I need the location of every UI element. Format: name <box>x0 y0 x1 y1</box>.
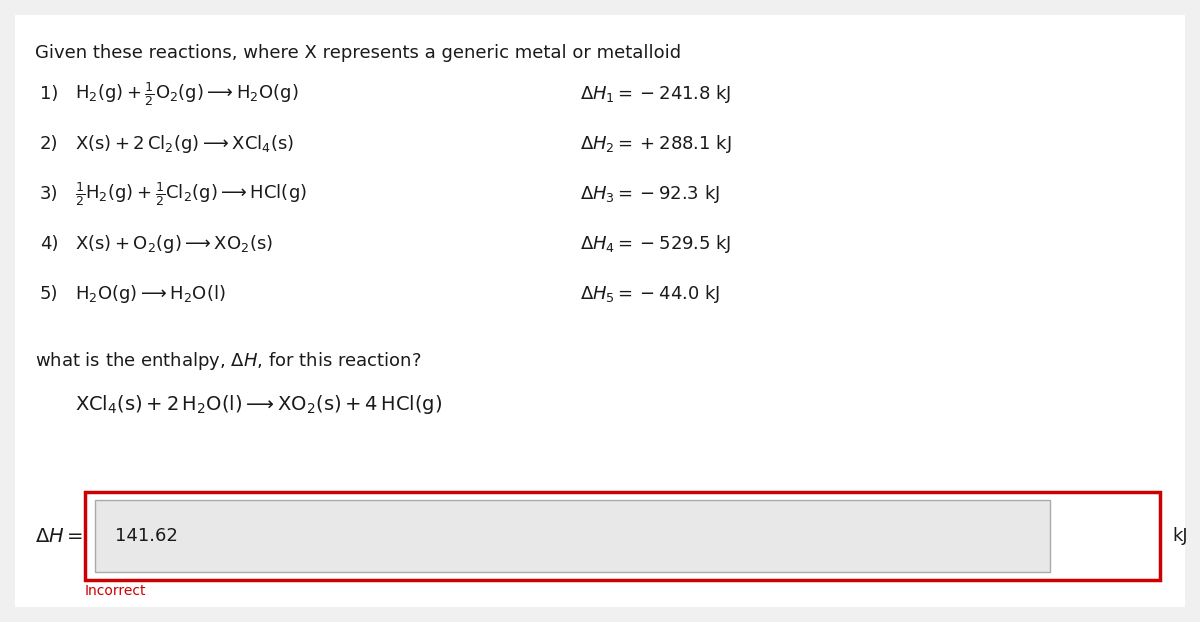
Text: 1): 1) <box>40 85 59 103</box>
Text: $\mathrm{X(s) + 2\,Cl_2(g) \longrightarrow XCl_4(s)}$: $\mathrm{X(s) + 2\,Cl_2(g) \longrightarr… <box>74 133 294 155</box>
Text: 5): 5) <box>40 285 59 303</box>
Text: 4): 4) <box>40 235 59 253</box>
FancyBboxPatch shape <box>85 492 1160 580</box>
FancyBboxPatch shape <box>14 15 1186 607</box>
FancyBboxPatch shape <box>95 500 1050 572</box>
Text: $\Delta H_4 = -529.5\ \mathrm{kJ}$: $\Delta H_4 = -529.5\ \mathrm{kJ}$ <box>580 233 732 255</box>
Text: $\Delta H_2 = +288.1\ \mathrm{kJ}$: $\Delta H_2 = +288.1\ \mathrm{kJ}$ <box>580 133 732 155</box>
Text: $\mathrm{XCl_4(s) + 2\,H_2O(l) \longrightarrow XO_2(s) + 4\,HCl(g)}$: $\mathrm{XCl_4(s) + 2\,H_2O(l) \longrigh… <box>74 392 442 415</box>
Text: $\Delta H_5 = -44.0\ \mathrm{kJ}$: $\Delta H_5 = -44.0\ \mathrm{kJ}$ <box>580 283 720 305</box>
Text: $\Delta H =$: $\Delta H =$ <box>35 526 83 545</box>
Text: $\Delta H_3 = -92.3\ \mathrm{kJ}$: $\Delta H_3 = -92.3\ \mathrm{kJ}$ <box>580 183 720 205</box>
Text: $\mathrm{H_2(g) + \frac{1}{2}O_2(g) \longrightarrow H_2O(g)}$: $\mathrm{H_2(g) + \frac{1}{2}O_2(g) \lon… <box>74 80 299 108</box>
Text: 2): 2) <box>40 135 59 153</box>
Text: 141.62: 141.62 <box>115 527 178 545</box>
Text: 3): 3) <box>40 185 59 203</box>
Text: Incorrect: Incorrect <box>85 584 146 598</box>
Text: Given these reactions, where X represents a generic metal or metalloid: Given these reactions, where X represent… <box>35 44 682 62</box>
Text: $\mathrm{\frac{1}{2}H_2(g) + \frac{1}{2}Cl_2(g) \longrightarrow HCl(g)}$: $\mathrm{\frac{1}{2}H_2(g) + \frac{1}{2}… <box>74 180 307 208</box>
Text: what is the enthalpy, $\Delta H$, for this reaction?: what is the enthalpy, $\Delta H$, for th… <box>35 350 421 372</box>
Text: $\mathrm{X(s) + O_2(g) \longrightarrow XO_2(s)}$: $\mathrm{X(s) + O_2(g) \longrightarrow X… <box>74 233 274 255</box>
Text: $\mathrm{H_2O(g) \longrightarrow H_2O(l)}$: $\mathrm{H_2O(g) \longrightarrow H_2O(l)… <box>74 283 226 305</box>
Text: kJ: kJ <box>1172 527 1188 545</box>
Text: $\Delta H_1 = -241.8\ \mathrm{kJ}$: $\Delta H_1 = -241.8\ \mathrm{kJ}$ <box>580 83 731 105</box>
